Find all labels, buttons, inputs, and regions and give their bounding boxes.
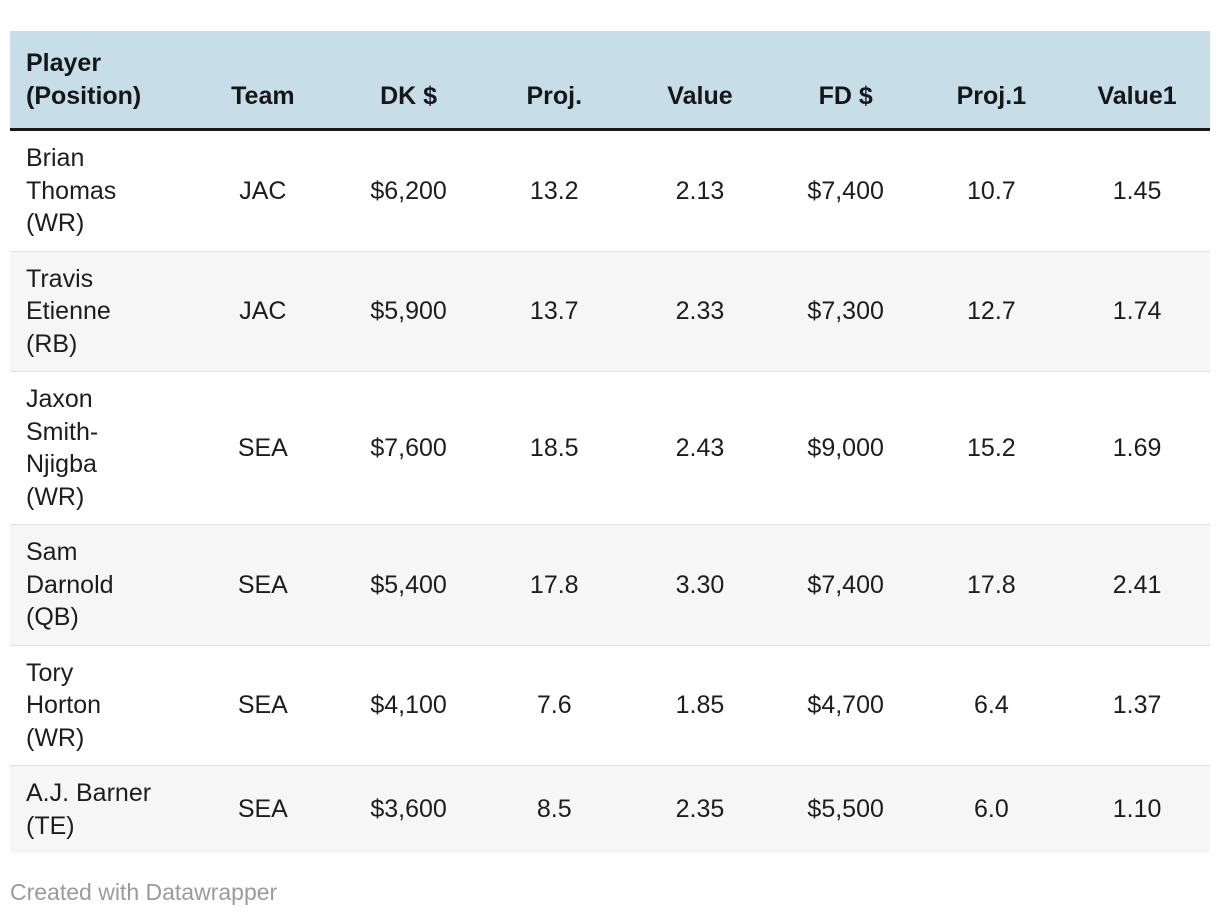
- column-header-team: Team: [190, 31, 336, 130]
- table-row: Tory Horton (WR) SEA $4,100 7.6 1.85 $4,…: [10, 645, 1210, 766]
- header-row: Player (Position) Team DK $ Proj. Value …: [10, 31, 1210, 130]
- table-row: Brian Thomas (WR) JAC $6,200 13.2 2.13 $…: [10, 130, 1210, 251]
- dk-salary-cell: $3,600: [370, 795, 447, 824]
- player-cell: Jaxon Smith-Njigba (WR): [26, 385, 99, 511]
- fd-value-cell: 1.37: [1112, 691, 1162, 719]
- fd-salary-cell: $5,500: [807, 795, 884, 824]
- player-cell: Travis Etienne (RB): [26, 264, 111, 358]
- dfs-projections-table: Player (Position) Team DK $ Proj. Value …: [10, 31, 1210, 853]
- column-header-player-position: Player (Position): [10, 31, 190, 130]
- dk-projection-cell: 13.2: [529, 176, 579, 205]
- team-cell: JAC: [239, 176, 287, 205]
- fd-salary-cell: $9,000: [807, 433, 884, 462]
- fd-projection-cell: 17.8: [967, 570, 1016, 599]
- dk-value-cell: 3.30: [675, 570, 725, 599]
- fd-projection-cell: 6.4: [973, 691, 1009, 719]
- table-body: Brian Thomas (WR) JAC $6,200 13.2 2.13 $…: [10, 130, 1210, 853]
- team-cell: SEA: [237, 795, 288, 824]
- fd-salary-cell: $4,700: [807, 691, 884, 719]
- dk-projection-cell: 13.7: [529, 297, 579, 325]
- dk-value-cell: 2.43: [675, 433, 725, 462]
- dk-projection-cell: 17.8: [529, 570, 579, 599]
- column-header-dk-value: Value: [627, 31, 773, 130]
- fd-projection-cell: 10.7: [967, 176, 1016, 205]
- dk-value-cell: 1.85: [675, 691, 725, 719]
- fd-value-cell: 2.41: [1112, 570, 1162, 599]
- dk-salary-cell: $6,200: [370, 176, 447, 205]
- team-cell: SEA: [237, 691, 288, 719]
- table-header: Player (Position) Team DK $ Proj. Value …: [10, 31, 1210, 130]
- fd-projection-cell: 12.7: [967, 297, 1016, 325]
- column-header-dk-salary: DK $: [335, 31, 482, 130]
- column-header-dk-projection: Proj.: [481, 31, 628, 130]
- fd-value-cell: 1.69: [1112, 433, 1162, 462]
- table-row: Travis Etienne (RB) JAC $5,900 13.7 2.33…: [10, 251, 1210, 372]
- fd-salary-cell: $7,400: [807, 570, 884, 599]
- footer: Created with Datawrapper: [10, 853, 1210, 906]
- fd-salary-cell: $7,400: [807, 176, 884, 205]
- team-cell: SEA: [237, 570, 288, 599]
- column-header-fd-value: Value1: [1064, 31, 1210, 130]
- fd-value-cell: 1.45: [1112, 176, 1162, 205]
- dk-salary-cell: $5,400: [370, 570, 447, 599]
- dk-projection-cell: 7.6: [536, 691, 572, 719]
- fd-projection-cell: 6.0: [973, 795, 1009, 824]
- dk-projection-cell: 8.5: [536, 795, 572, 824]
- column-header-fd-salary: FD $: [772, 31, 919, 130]
- player-cell: Tory Horton (WR): [26, 658, 102, 752]
- dk-salary-cell: $7,600: [370, 433, 447, 462]
- player-cell: A.J. Barner (TE): [26, 779, 152, 840]
- dk-salary-cell: $4,100: [370, 691, 447, 719]
- team-cell: SEA: [237, 433, 288, 462]
- table-row: Jaxon Smith-Njigba (WR) SEA $7,600 18.5 …: [10, 372, 1210, 525]
- table-row: Sam Darnold (QB) SEA $5,400 17.8 3.30 $7…: [10, 524, 1210, 645]
- dk-value-cell: 2.13: [675, 176, 725, 205]
- player-cell: Sam Darnold (QB): [26, 538, 114, 631]
- dk-value-cell: 2.33: [675, 297, 725, 325]
- player-cell: Brian Thomas (WR): [26, 144, 117, 237]
- dk-projection-cell: 18.5: [529, 433, 579, 462]
- datawrapper-credit-link[interactable]: Created with Datawrapper: [10, 879, 278, 905]
- dk-value-cell: 2.35: [675, 795, 725, 824]
- team-cell: JAC: [239, 297, 287, 325]
- fd-salary-cell: $7,300: [807, 297, 884, 325]
- dk-salary-cell: $5,900: [370, 297, 447, 325]
- fd-value-cell: 1.74: [1112, 297, 1162, 325]
- fd-projection-cell: 15.2: [967, 433, 1016, 462]
- table-row: A.J. Barner (TE) SEA $3,600 8.5 2.35 $5,…: [10, 765, 1210, 853]
- fd-value-cell: 1.10: [1112, 795, 1162, 824]
- column-header-fd-projection: Proj.1: [918, 31, 1065, 130]
